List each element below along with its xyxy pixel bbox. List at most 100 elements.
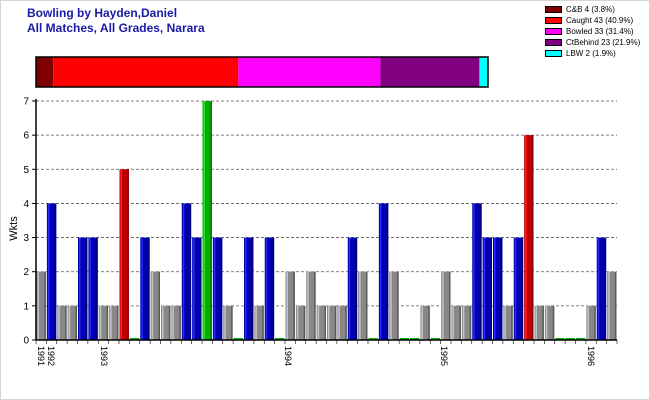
y-tick-label: 4 [23, 199, 29, 210]
bar [316, 305, 326, 340]
bar-shadow [262, 305, 264, 340]
bar-shadow [428, 305, 430, 340]
bar-highlight [245, 237, 247, 340]
bar-shadow [189, 203, 192, 340]
legend-label: LBW 2 (1.9%) [566, 48, 616, 58]
y-tick-label: 2 [23, 267, 29, 278]
bar [493, 237, 503, 340]
bar-shadow [44, 271, 46, 340]
legend-swatch [545, 6, 562, 13]
bar-highlight [286, 271, 288, 340]
bar-shadow [117, 305, 119, 340]
bar [98, 305, 109, 340]
bar-highlight [545, 305, 548, 340]
legend-swatch [545, 39, 562, 46]
legend-item-lbw: LBW 2 (1.9%) [545, 48, 640, 59]
bar [513, 237, 524, 340]
dismissal-segment [36, 57, 54, 87]
y-tick-label: 3 [23, 233, 29, 244]
bar-highlight [213, 237, 216, 340]
bar [181, 203, 192, 340]
bar-highlight [359, 271, 361, 340]
bar-shadow [272, 237, 275, 340]
bar [212, 237, 223, 340]
bar-highlight [110, 305, 112, 340]
bar-shadow [96, 237, 98, 340]
legend-label: Bowled 33 (31.4%) [566, 26, 634, 36]
bar-shadow [449, 271, 451, 340]
bar [410, 338, 420, 340]
bar-shadow [251, 237, 254, 340]
bar-shadow [293, 271, 295, 340]
y-tick-label: 5 [23, 165, 29, 176]
bar [596, 237, 607, 340]
bar [472, 203, 482, 340]
bar-shadow [459, 305, 461, 340]
bar-shadow [314, 271, 316, 340]
bar-shadow [324, 305, 326, 340]
bar [223, 305, 233, 340]
bar-shadow [54, 203, 57, 340]
bar-highlight [99, 305, 102, 340]
bar-highlight [462, 305, 465, 340]
bar-shadow [231, 305, 233, 340]
bar-shadow [65, 305, 67, 340]
bar [482, 237, 492, 340]
legend-label: Caught 43 (40.9%) [566, 15, 634, 25]
bar-highlight [348, 237, 351, 340]
legend-swatch [545, 17, 562, 24]
bar [78, 237, 88, 340]
bar-shadow [386, 203, 389, 340]
bar-highlight [151, 271, 154, 340]
y-tick-label: 6 [23, 131, 29, 142]
legend: C&B 4 (3.8%) Caught 43 (40.9%) Bowled 33… [545, 4, 640, 59]
bar [161, 305, 171, 340]
bar [306, 271, 316, 340]
bar [337, 305, 347, 340]
bar-highlight [182, 203, 185, 340]
bar-shadow [521, 237, 524, 340]
bar-shadow [210, 101, 212, 340]
bar-highlight [514, 237, 517, 340]
x-tick-label: 1996 [586, 346, 596, 366]
legend-item-ctbehind: CtBehind 23 (21.9%) [545, 37, 640, 48]
bar-highlight [203, 101, 205, 340]
bar [88, 237, 98, 340]
bar [109, 305, 119, 340]
bar-highlight [172, 305, 174, 340]
bar-highlight [442, 271, 444, 340]
y-tick-label: 0 [23, 336, 29, 347]
bar-shadow [303, 305, 306, 340]
bar-shadow [469, 305, 472, 340]
bar [295, 305, 306, 340]
bar [244, 237, 254, 340]
dismissal-segment [479, 57, 488, 87]
bar [607, 271, 617, 340]
bar-shadow [500, 237, 503, 340]
bar-highlight [587, 305, 589, 340]
bar [461, 305, 472, 340]
bar-highlight [224, 305, 226, 340]
bar-shadow [615, 271, 617, 340]
bar [389, 271, 399, 340]
bar-highlight [68, 305, 71, 340]
bar-shadow [127, 169, 129, 340]
bar [327, 305, 337, 340]
bar-highlight [89, 237, 91, 340]
bar [275, 338, 285, 340]
bar [555, 338, 565, 340]
bar [254, 305, 264, 340]
chart-subtitle: All Matches, All Grades, Narara [27, 21, 205, 35]
bar [534, 305, 544, 340]
bar-highlight [58, 305, 60, 340]
bar [544, 305, 555, 340]
bar-shadow [355, 237, 358, 340]
bar-highlight [535, 305, 537, 340]
bar [46, 203, 57, 340]
bar-highlight [37, 271, 39, 340]
bar [430, 338, 441, 340]
legend-swatch [545, 50, 562, 57]
bar-highlight [452, 305, 454, 340]
bar-shadow [552, 305, 555, 340]
bar-highlight [255, 305, 257, 340]
